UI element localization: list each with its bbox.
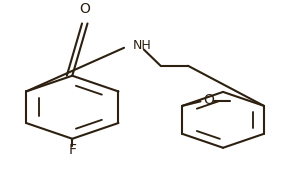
Text: O: O — [79, 2, 90, 16]
Text: F: F — [68, 143, 76, 156]
Text: NH: NH — [133, 40, 152, 53]
Text: O: O — [203, 94, 215, 108]
